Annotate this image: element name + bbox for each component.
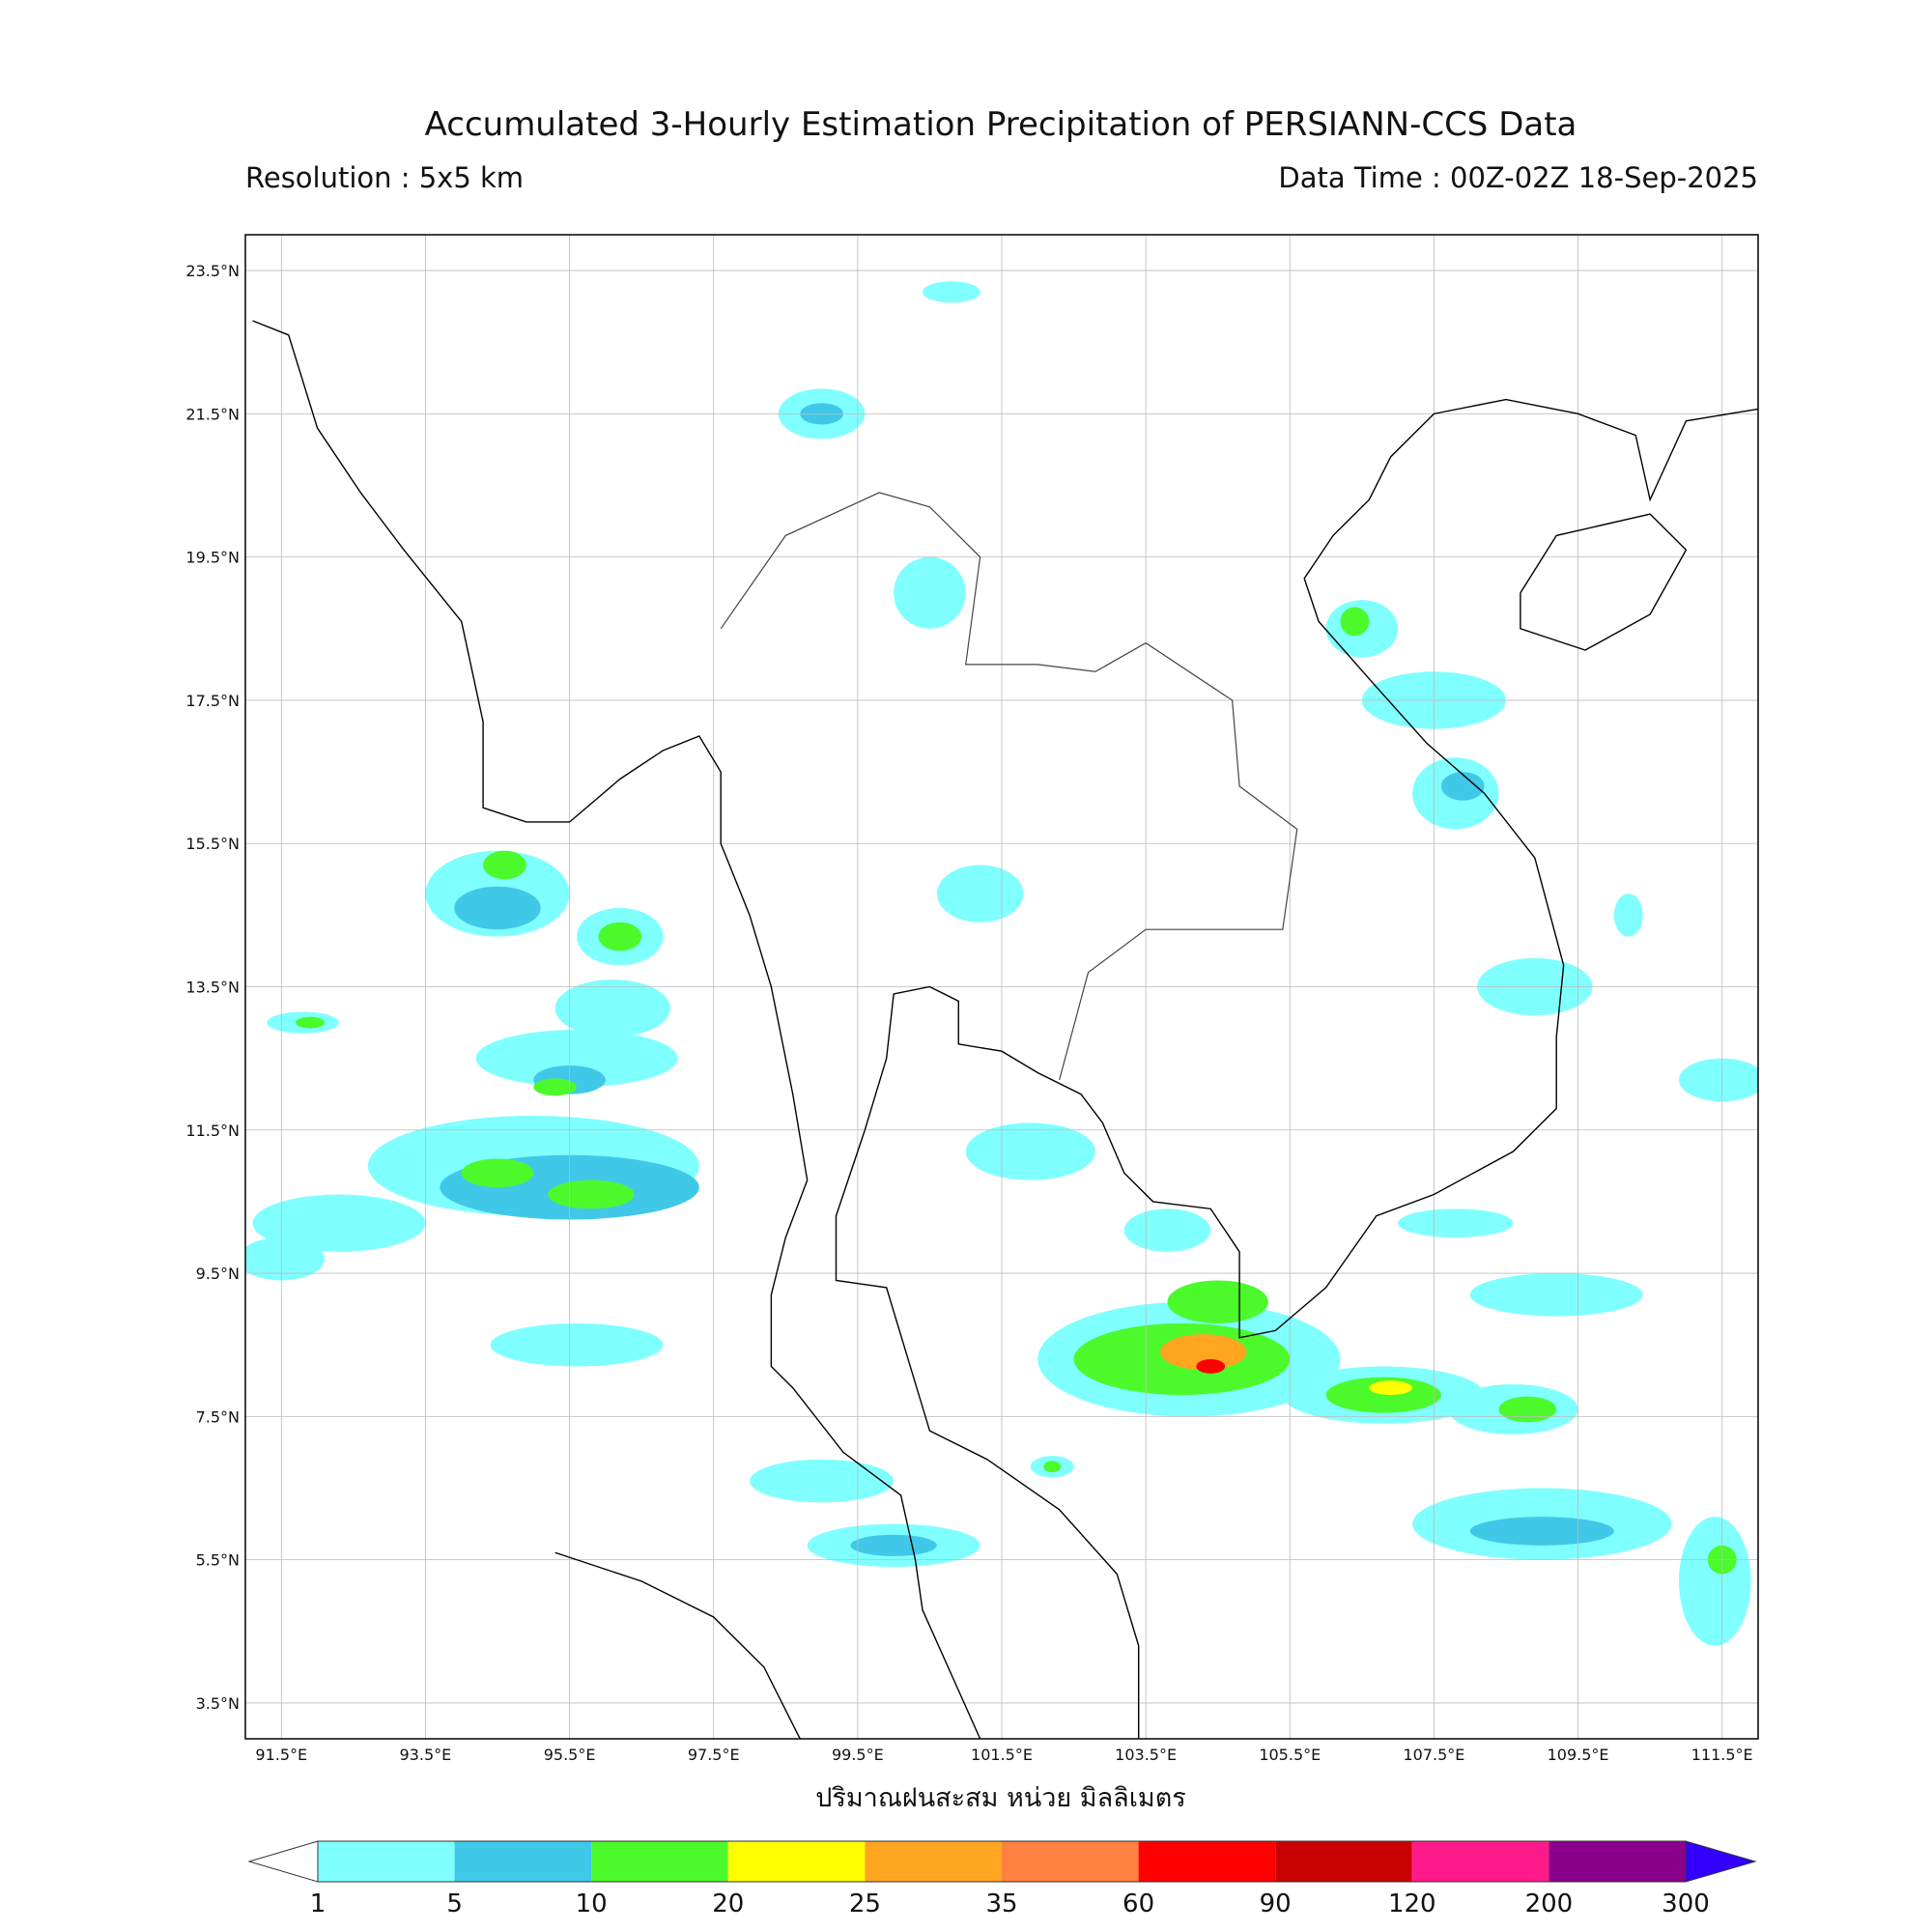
lat-tick-label: 9.5°N	[196, 1264, 240, 1283]
coastline	[554, 1551, 801, 1739]
rain-area	[850, 1534, 937, 1556]
coastline	[1520, 513, 1688, 651]
colorbar-tick-label: 5	[446, 1889, 463, 1918]
rain-area	[936, 865, 1024, 923]
rain-area	[1498, 1396, 1557, 1423]
lon-tick-label: 103.5°E	[1115, 1746, 1177, 1764]
colorbar-tick-label: 200	[1525, 1889, 1574, 1918]
rain-area	[1160, 1334, 1247, 1371]
rain-area	[490, 1322, 664, 1367]
rain-area	[554, 980, 670, 1037]
colorbar-segment	[1548, 1841, 1686, 1882]
lat-tick-label: 7.5°N	[196, 1407, 240, 1426]
rain-area	[1398, 1208, 1514, 1237]
rain-area	[1340, 607, 1370, 637]
colorbar-tick-label: 90	[1260, 1889, 1292, 1918]
lat-tick-label: 15.5°N	[185, 835, 240, 853]
rain-area	[1440, 772, 1485, 801]
rain-area	[965, 1122, 1095, 1180]
lon-tick-label: 93.5°E	[400, 1746, 452, 1764]
lon-tick-label: 97.5°E	[688, 1746, 740, 1764]
colorbar-frame	[317, 1840, 1687, 1883]
rain-area	[1678, 1058, 1758, 1102]
rain-area	[252, 1194, 426, 1252]
colorbar-label: ปริมาณฝนสะสม หน่วย มิลลิเมตร	[815, 1783, 1186, 1813]
lon-tick-label: 91.5°E	[255, 1746, 307, 1764]
colorbar-segment	[1138, 1841, 1276, 1882]
lon-tick-label: 101.5°E	[971, 1746, 1033, 1764]
coastline	[252, 320, 981, 1739]
colorbar-tick-label: 35	[985, 1889, 1017, 1918]
rain-area	[1613, 894, 1643, 937]
colorbar-under	[247, 1840, 319, 1883]
lon-tick-label: 105.5°E	[1259, 1746, 1321, 1764]
colorbar-over	[1685, 1840, 1757, 1883]
coastline	[835, 398, 1758, 1739]
lon-tick-label: 111.5°E	[1691, 1746, 1753, 1764]
rain-area	[296, 1016, 326, 1029]
colorbar-tick-label: 1	[310, 1889, 327, 1918]
rain-area	[750, 1459, 895, 1503]
lat-tick-label: 17.5°N	[185, 692, 240, 710]
colorbar-tick-label: 60	[1122, 1889, 1154, 1918]
lat-tick-label: 21.5°N	[185, 405, 240, 423]
colorbar-segment	[727, 1841, 866, 1882]
colorbar-segment	[1002, 1841, 1139, 1882]
title: Accumulated 3-Hourly Estimation Precipit…	[425, 105, 1577, 144]
lat-tick-label: 11.5°N	[185, 1122, 240, 1140]
lat-tick-label: 23.5°N	[185, 262, 240, 280]
rain-area	[461, 1158, 534, 1188]
rain-area	[1167, 1280, 1268, 1323]
rain-area	[1469, 1273, 1643, 1317]
rain-area	[1469, 1517, 1614, 1546]
colorbar-segment	[1275, 1841, 1412, 1882]
lon-tick-label: 99.5°E	[832, 1746, 884, 1764]
rain-area	[1678, 1517, 1751, 1646]
colorbar-segment	[454, 1841, 592, 1882]
rain-area	[1043, 1461, 1062, 1473]
colorbar-tick-label: 25	[849, 1889, 881, 1918]
lat-tick-label: 19.5°N	[185, 549, 240, 567]
rain-area	[245, 1237, 326, 1281]
data-time: Data Time : 00Z-02Z 18-Sep-2025	[1278, 161, 1758, 194]
rain-area	[548, 1179, 635, 1209]
lat-tick-label: 3.5°N	[196, 1694, 240, 1713]
colorbar-tick-label: 20	[712, 1889, 744, 1918]
colorbar-tick-label: 300	[1662, 1889, 1710, 1918]
resolution: Resolution : 5x5 km	[245, 161, 524, 194]
colorbar-tick-label: 120	[1388, 1889, 1436, 1918]
rain-area	[894, 556, 966, 629]
map-area	[245, 235, 1758, 1739]
rain-area	[454, 886, 541, 930]
rain-area	[1325, 1377, 1441, 1413]
colorbar-segment	[591, 1841, 728, 1882]
rain-area	[475, 1029, 678, 1088]
rain-area	[1369, 1380, 1413, 1396]
lon-tick-label: 109.5°E	[1548, 1746, 1609, 1764]
colorbar-tick-label: 10	[576, 1889, 608, 1918]
rain-area	[1196, 1359, 1226, 1374]
lon-tick-label: 107.5°E	[1403, 1746, 1464, 1764]
country-border	[720, 492, 1298, 1081]
rain-area	[1123, 1208, 1211, 1252]
lat-tick-label: 13.5°N	[185, 979, 240, 997]
lat-tick-label: 5.5°N	[196, 1551, 240, 1570]
rain-area	[533, 1078, 578, 1096]
colorbar-segment	[1411, 1841, 1549, 1882]
map-frame	[244, 234, 1759, 1740]
rain-area	[483, 850, 526, 880]
lon-tick-label: 95.5°E	[544, 1746, 596, 1764]
rain-area	[922, 281, 980, 303]
rain-area	[598, 922, 642, 952]
colorbar-segment	[318, 1841, 455, 1882]
colorbar-segment	[865, 1841, 1002, 1882]
